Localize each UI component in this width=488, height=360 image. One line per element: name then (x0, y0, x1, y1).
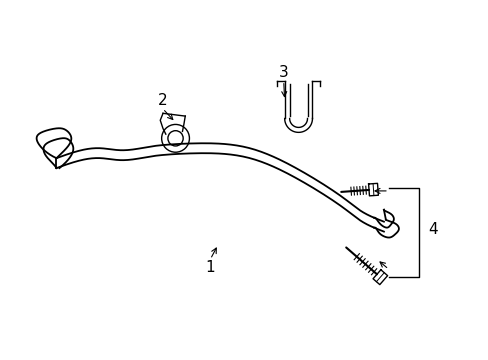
Text: 2: 2 (158, 93, 167, 108)
Text: 4: 4 (428, 222, 437, 237)
Text: 3: 3 (278, 65, 288, 80)
Text: 1: 1 (205, 260, 215, 275)
